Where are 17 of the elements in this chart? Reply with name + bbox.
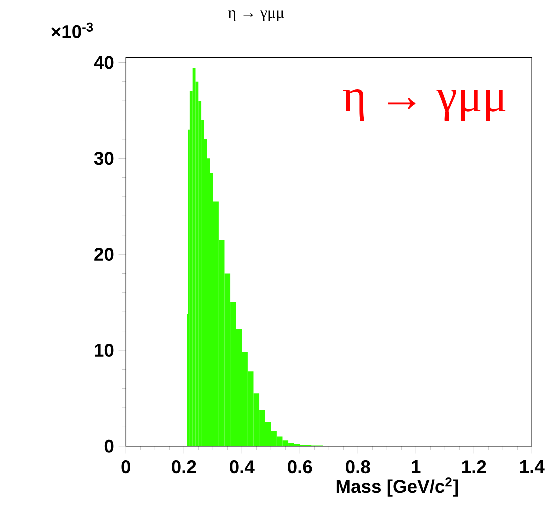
- x-tick-label: 1.4: [520, 460, 545, 474]
- y-tick-label: 20: [94, 248, 114, 261]
- x-axis-title: Mass [GeV/c$^{2}$]: [336, 477, 458, 497]
- x-tick-label: 0: [122, 460, 130, 474]
- x-tick-label: 1: [412, 460, 421, 474]
- y-tick-label: 10: [95, 344, 114, 357]
- annotation: η → γμμ: [343, 89, 506, 122]
- y-tick-label: 40: [94, 56, 114, 70]
- y-tick-label: 0: [104, 440, 114, 453]
- chart-title: η → γμμ: [228, 10, 284, 22]
- y-tick-label: 30: [94, 152, 114, 165]
- x-tick-label: 0.8: [346, 460, 370, 474]
- x-tick-label: 0.6: [288, 460, 312, 474]
- x-tick-label: 0.2: [172, 460, 196, 474]
- x-tick-label: 0.4: [230, 460, 255, 474]
- x-tick-label: 1.2: [462, 460, 486, 474]
- text: ×10$^{-3}$: [52, 22, 94, 38]
